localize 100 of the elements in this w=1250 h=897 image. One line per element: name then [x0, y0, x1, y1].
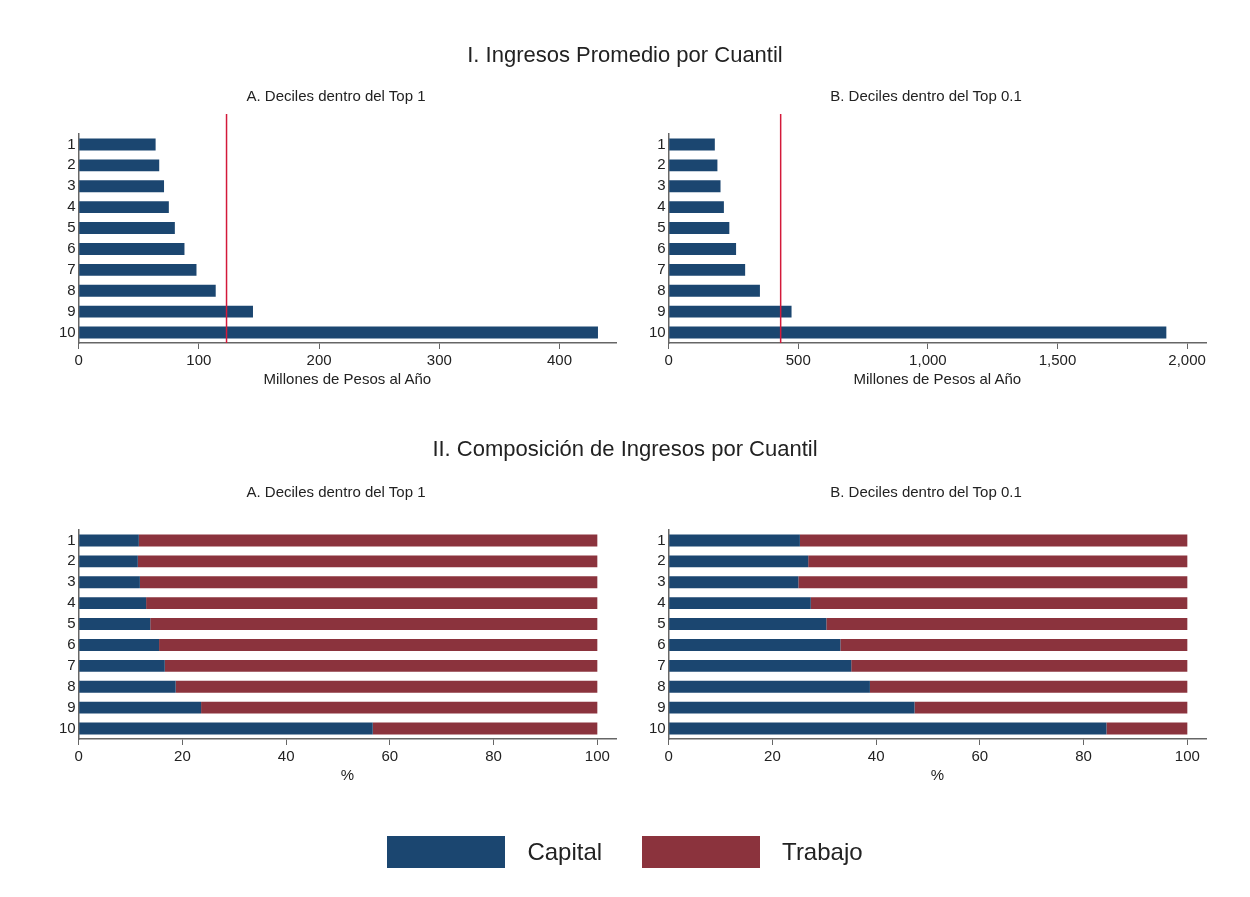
bar [669, 201, 724, 214]
bar [840, 638, 1188, 651]
y-tick-label: 3 [657, 572, 666, 590]
bar [79, 284, 216, 297]
y-tick-label: 4 [67, 197, 76, 215]
y-tick-label: 7 [67, 655, 76, 673]
bar [869, 680, 1188, 693]
x-axis-title: Millones de Pesos al Año [263, 370, 432, 388]
y-tick-label: 9 [657, 697, 666, 715]
x-tick-label: 80 [1075, 747, 1092, 765]
bar [669, 659, 852, 672]
bar [669, 680, 870, 693]
bar [79, 597, 147, 610]
bar [150, 618, 598, 631]
y-tick-label: 2 [67, 155, 76, 173]
x-tick-label: 0 [664, 351, 673, 369]
bar [79, 576, 140, 589]
bar [164, 659, 598, 672]
y-tick-label: 10 [649, 322, 666, 340]
y-tick-label: 10 [59, 718, 76, 736]
y-tick-label: 8 [67, 280, 76, 298]
x-tick-label: 1,000 [909, 351, 947, 369]
bar [669, 284, 760, 297]
y-tick-label: 1 [67, 134, 76, 152]
x-tick-label: 80 [485, 747, 502, 765]
bar [669, 326, 1167, 339]
bar [669, 305, 792, 318]
bar [159, 638, 598, 651]
bar [669, 180, 721, 193]
bar [79, 722, 373, 735]
bar [79, 659, 165, 672]
bar [669, 618, 827, 631]
bar [79, 201, 169, 214]
y-tick-label: 6 [67, 635, 76, 653]
bar [810, 597, 1188, 610]
y-tick-label: 3 [67, 572, 76, 590]
y-tick-label: 7 [67, 259, 76, 277]
bar [175, 680, 598, 693]
x-tick-label: 40 [277, 747, 295, 765]
x-tick-label: 400 [546, 351, 573, 369]
y-tick-label: 8 [657, 280, 666, 298]
bar [798, 576, 1188, 589]
y-tick-label: 1 [67, 530, 76, 548]
x-axis-title: % [930, 766, 945, 784]
x-tick-label: 200 [306, 351, 332, 369]
y-tick-label: 2 [657, 551, 666, 569]
y-tick-label: 10 [59, 322, 76, 340]
chart-title: II. Composición de Ingresos por Cuantil [431, 436, 819, 462]
legend-label: Capital [527, 838, 603, 866]
x-tick-label: 100 [186, 351, 212, 369]
bar [669, 138, 715, 151]
chart-subtitle: A. Deciles dentro del Top 1 [246, 483, 426, 501]
x-tick-label: 500 [785, 351, 811, 369]
bar [79, 618, 151, 631]
y-tick-label: 5 [67, 218, 76, 236]
bar [79, 138, 156, 151]
x-tick-label: 0 [664, 747, 673, 765]
bar [79, 701, 202, 714]
y-tick-label: 7 [657, 655, 666, 673]
bar [851, 659, 1188, 672]
bar [138, 534, 598, 547]
bar [669, 263, 746, 276]
y-tick-label: 3 [67, 176, 76, 194]
bar [799, 534, 1188, 547]
bar [137, 555, 598, 568]
bar [79, 222, 175, 235]
x-tick-label: 40 [867, 747, 885, 765]
bar [669, 722, 1107, 735]
x-tick-label: 0 [74, 747, 83, 765]
legend-label: Trabajo [782, 838, 863, 866]
chart-subtitle: B. Deciles dentro del Top 0.1 [830, 483, 1022, 501]
y-tick-label: 4 [657, 593, 666, 611]
x-axis-title: % [340, 766, 355, 784]
bar [669, 555, 809, 568]
chart-subtitle: B. Deciles dentro del Top 0.1 [830, 87, 1022, 105]
bar [669, 597, 811, 610]
bar [669, 159, 718, 172]
y-tick-label: 5 [657, 218, 666, 236]
x-axis-title: Millones de Pesos al Año [853, 370, 1022, 388]
y-tick-label: 8 [657, 676, 666, 694]
y-tick-label: 2 [657, 155, 666, 173]
y-tick-label: 7 [657, 259, 666, 277]
bar [79, 305, 253, 318]
bar [669, 576, 799, 589]
y-tick-label: 6 [657, 635, 666, 653]
bar [669, 242, 737, 255]
y-tick-label: 3 [657, 176, 666, 194]
bar [1106, 722, 1188, 735]
chart-title: I. Ingresos Promedio por Cuantil [466, 42, 784, 68]
x-tick-label: 60 [381, 747, 399, 765]
bar [79, 638, 160, 651]
x-tick-label: 20 [174, 747, 191, 765]
bar [79, 534, 139, 547]
y-tick-label: 6 [67, 239, 76, 257]
x-tick-label: 300 [426, 351, 452, 369]
bar [372, 722, 598, 735]
y-tick-label: 6 [657, 239, 666, 257]
bar [914, 701, 1188, 714]
bar [669, 222, 730, 235]
bar [669, 638, 841, 651]
